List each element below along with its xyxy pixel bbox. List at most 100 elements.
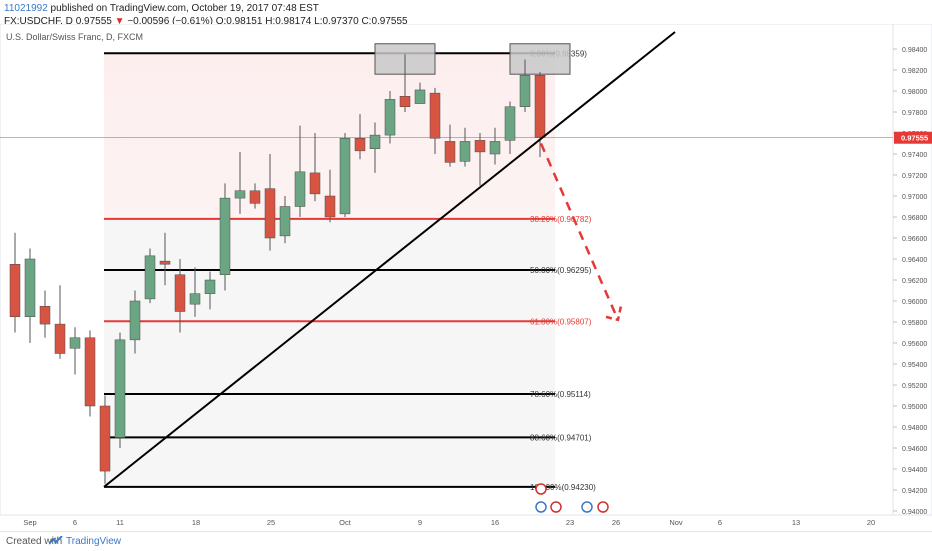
candle-body[interactable] xyxy=(24,258,36,317)
candle-body[interactable] xyxy=(144,255,156,300)
fib-level-label: 50.00%(0.96295) xyxy=(530,266,592,275)
fib-level-label: 38.20%(0.96782) xyxy=(530,215,592,224)
y-axis-label: 0.96400 xyxy=(902,257,927,264)
y-axis-label: 0.98400 xyxy=(902,47,927,54)
candle-body[interactable] xyxy=(474,140,486,153)
candle-body[interactable] xyxy=(309,172,321,195)
y-axis-label: 0.96200 xyxy=(902,278,927,285)
candle-body[interactable] xyxy=(99,405,111,472)
candle-body[interactable] xyxy=(534,75,546,138)
y-axis-label: 0.95200 xyxy=(902,383,927,390)
created-with-text: Created with xyxy=(6,536,63,547)
y-axis-label: 0.94400 xyxy=(902,467,927,474)
tradingview-brand[interactable]: TradingView xyxy=(66,536,122,547)
y-axis-label: 0.97200 xyxy=(902,173,927,180)
candle-body[interactable] xyxy=(159,260,171,265)
event-flag-icon[interactable] xyxy=(597,501,609,513)
last-price-text: 0.97555 xyxy=(75,16,112,27)
x-axis-label: 26 xyxy=(612,518,620,527)
candle-body[interactable] xyxy=(39,306,51,325)
y-axis-label: 0.95600 xyxy=(902,341,927,348)
x-axis-label: 11 xyxy=(116,518,124,527)
candle-body[interactable] xyxy=(54,323,66,354)
candle-body[interactable] xyxy=(9,264,21,317)
low-value: 0.97370 xyxy=(322,16,359,27)
projection-arrow[interactable] xyxy=(539,142,620,321)
y-axis-label: 0.94800 xyxy=(902,425,927,432)
candle-body[interactable] xyxy=(399,96,411,107)
y-axis-label: 0.97000 xyxy=(902,194,927,201)
trend-line[interactable] xyxy=(103,31,676,488)
price-chart[interactable]: U.S. Dollar/Swiss Franc, D, FXCM 0.00%(0… xyxy=(0,24,932,531)
candle-body[interactable] xyxy=(114,339,126,438)
symbol-label: FX:USDCHF, D xyxy=(4,16,73,27)
author-name[interactable]: 11021992 xyxy=(4,3,48,14)
candle-body[interactable] xyxy=(444,141,456,163)
x-axis-label: Oct xyxy=(339,518,352,527)
resistance-box[interactable] xyxy=(509,43,571,75)
down-arrow-icon: ▼ xyxy=(114,16,125,27)
last-price-tag-label: 0.97555 xyxy=(901,134,928,143)
candle-body[interactable] xyxy=(189,293,201,305)
x-axis-label: 6 xyxy=(73,518,77,527)
fib-level-label: 78.60%(0.95114) xyxy=(530,390,591,399)
y-axis-label: 0.96600 xyxy=(902,236,927,243)
y-axis-label: 0.96800 xyxy=(902,215,927,222)
candle-body[interactable] xyxy=(429,92,441,139)
candle-body[interactable] xyxy=(249,190,261,204)
fib-level-label: 61.80%(0.95807) xyxy=(530,317,592,326)
candle-body[interactable] xyxy=(84,337,96,407)
y-axis-label: 0.95400 xyxy=(902,362,927,369)
x-axis-label: 16 xyxy=(491,518,499,527)
event-flag-icon[interactable] xyxy=(581,501,593,513)
y-axis-label: 0.94000 xyxy=(902,509,927,516)
event-flag-icon[interactable] xyxy=(535,483,547,495)
candle-body[interactable] xyxy=(369,134,381,149)
candle-body[interactable] xyxy=(384,99,396,136)
candle-body[interactable] xyxy=(279,206,291,237)
price-axis[interactable] xyxy=(892,24,932,516)
high-label: H: xyxy=(265,16,276,27)
x-axis-label: 6 xyxy=(718,518,722,527)
x-axis-label: 18 xyxy=(192,518,200,527)
y-axis-label: 0.96000 xyxy=(902,299,927,306)
candle-body[interactable] xyxy=(294,171,306,207)
candle-body[interactable] xyxy=(219,197,231,276)
y-axis-label: 0.95000 xyxy=(902,404,927,411)
y-axis-label: 0.94200 xyxy=(902,488,927,495)
candle-body[interactable] xyxy=(354,138,366,152)
candle-body[interactable] xyxy=(129,300,141,341)
candle-body[interactable] xyxy=(324,195,336,218)
x-axis-label: 25 xyxy=(267,518,275,527)
candle-body[interactable] xyxy=(69,337,81,349)
x-axis-label: Sep xyxy=(23,518,36,527)
fib-level-label: 100.00%(0.94230) xyxy=(530,483,596,492)
projection-arrow-head xyxy=(605,305,623,322)
candle-body[interactable] xyxy=(174,274,186,312)
y-axis-label: 0.98200 xyxy=(902,68,927,75)
candle-body[interactable] xyxy=(504,106,516,141)
candle-body[interactable] xyxy=(414,89,426,104)
fib-zone-lower xyxy=(104,218,555,487)
fib-level-label: 88.60%(0.94701) xyxy=(530,433,592,442)
y-axis-label: 0.95800 xyxy=(902,320,927,327)
x-axis-label: 13 xyxy=(792,518,800,527)
x-axis-label: Nov xyxy=(669,518,683,527)
chart-title: U.S. Dollar/Swiss Franc, D, FXCM xyxy=(6,32,143,42)
candle-body[interactable] xyxy=(339,138,351,215)
event-flag-icon[interactable] xyxy=(535,501,547,513)
candle-body[interactable] xyxy=(264,188,276,239)
candle-body[interactable] xyxy=(519,75,531,107)
x-axis-label: 20 xyxy=(867,518,875,527)
open-value: 0.98151 xyxy=(226,16,263,27)
change-text: −0.00596 (−0.61%) xyxy=(127,16,213,27)
candle-body[interactable] xyxy=(489,141,501,155)
symbol-info: FX:USDCHF, D 0.97555 ▼ −0.00596 (−0.61%)… xyxy=(4,16,408,27)
candle-body[interactable] xyxy=(459,141,471,162)
y-axis-label: 0.94600 xyxy=(902,446,927,453)
candle-body[interactable] xyxy=(234,190,246,199)
publish-info: 11021992 published on TradingView.com, O… xyxy=(4,3,319,14)
close-value: 0.97555 xyxy=(371,16,408,27)
candle-body[interactable] xyxy=(204,279,216,294)
event-flag-icon[interactable] xyxy=(550,501,562,513)
